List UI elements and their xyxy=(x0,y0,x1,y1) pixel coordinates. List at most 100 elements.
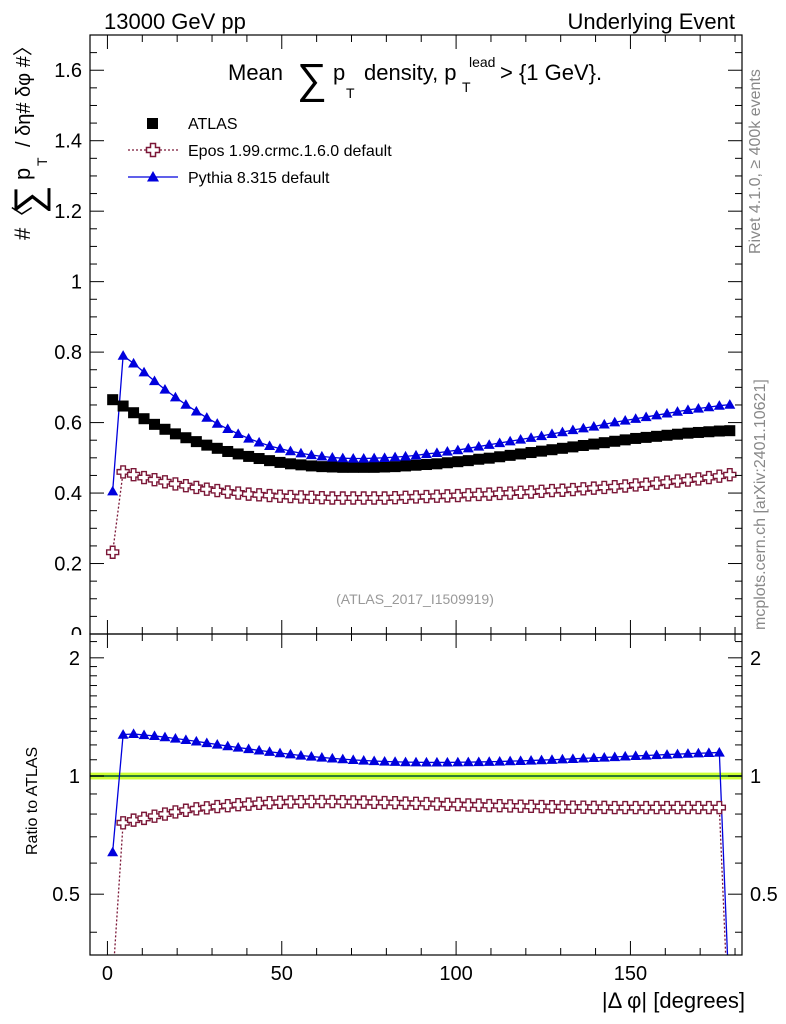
ratio-epos-point xyxy=(492,799,507,813)
ratio-epos-point xyxy=(712,800,727,815)
ratio-pythia-point xyxy=(640,749,652,760)
epos-point xyxy=(608,480,622,494)
epos-point xyxy=(179,478,193,493)
atlas-point xyxy=(169,428,181,440)
ratio-pythia-point xyxy=(347,754,359,765)
main-ytick-label: 1.4 xyxy=(54,131,82,153)
atlas-point xyxy=(651,430,663,442)
pythia-point xyxy=(368,452,380,463)
pythia-point xyxy=(211,418,223,428)
ratio-pythia-point xyxy=(473,756,485,767)
ratio-pythia-point xyxy=(138,729,150,740)
main-ytick-label: 1.2 xyxy=(54,201,82,223)
ylabel-p: p xyxy=(10,168,35,180)
pythia-point xyxy=(358,453,370,463)
title-sub-t2: T xyxy=(462,79,471,95)
pythia-point xyxy=(504,435,516,446)
epos-point xyxy=(513,485,528,500)
ratio-pythia-point xyxy=(462,756,474,767)
ratio-epos-point xyxy=(210,799,224,814)
pythia-point xyxy=(117,350,129,360)
ratio-epos-point xyxy=(294,795,308,809)
epos-point xyxy=(587,481,601,495)
atlas-point xyxy=(713,425,725,437)
atlas-point xyxy=(630,432,642,444)
pythia-point xyxy=(713,400,725,410)
ratio-pythia-point xyxy=(546,754,558,764)
ratio-epos-point xyxy=(576,800,591,814)
pythia-point xyxy=(379,452,391,462)
mcplots-source-text: mcplots.cern.ch [arXiv:2401.10621] xyxy=(752,379,769,630)
ratio-epos-point xyxy=(419,796,434,811)
pythia-point xyxy=(515,434,527,444)
atlas-point xyxy=(682,427,694,439)
ratio-epos-point xyxy=(200,801,214,815)
ratio-epos-point xyxy=(367,795,381,810)
atlas-point xyxy=(243,450,255,462)
ratio-epos-point xyxy=(168,805,183,819)
ratio-pythia-point xyxy=(326,752,338,763)
epos-point xyxy=(440,489,455,503)
pythia-point xyxy=(619,414,631,425)
atlas-point xyxy=(358,461,370,473)
epos-point xyxy=(451,488,465,503)
atlas-point xyxy=(556,442,568,454)
atlas-point xyxy=(703,426,715,438)
atlas-point xyxy=(159,423,171,435)
xtick-label: 50 xyxy=(271,963,293,985)
epos-point xyxy=(377,491,392,505)
epos-point xyxy=(691,472,706,486)
pythia-point xyxy=(452,444,464,455)
legend-pythia-label: Pythia 8.315 default xyxy=(188,170,330,187)
pythia-point xyxy=(609,416,621,427)
ratio-epos-point xyxy=(555,800,570,814)
ratio-epos-point xyxy=(273,795,287,810)
ratio-pythia-point xyxy=(180,734,192,745)
epos-point xyxy=(712,469,727,483)
ratio-epos-point xyxy=(409,796,423,811)
epos-point xyxy=(367,491,381,505)
atlas-point xyxy=(201,439,213,451)
epos-point xyxy=(325,491,340,505)
atlas-point xyxy=(462,455,474,467)
pythia-point xyxy=(692,402,704,413)
ratio-pythia-point xyxy=(609,751,621,762)
atlas-point xyxy=(389,461,401,473)
epos-point xyxy=(158,475,172,489)
epos-point xyxy=(524,485,538,499)
epos-point xyxy=(357,491,371,505)
epos-point xyxy=(649,476,664,490)
atlas-point xyxy=(316,461,328,473)
pythia-point xyxy=(180,399,192,409)
axes: 0.20.40.60.811.21.41.60.5 0.51 12 20 50 100 15… xyxy=(52,34,778,985)
epos-point xyxy=(503,486,517,500)
atlas-point xyxy=(211,442,223,454)
ratio-pythia-point xyxy=(274,747,286,758)
ratio-ytick-label: 2 xyxy=(69,648,80,670)
atlas-point xyxy=(264,455,276,467)
atlas-point xyxy=(368,461,380,473)
analysis-watermark: (ATLAS_2017_I1509919) xyxy=(336,591,494,607)
ratio-epos-point xyxy=(304,794,319,809)
title-sub-t: T xyxy=(346,85,355,101)
ratio-pythia-point xyxy=(264,746,276,756)
pythia-point xyxy=(546,428,558,438)
ylabel-sub-t: T xyxy=(34,157,50,166)
ratio-ytick-label-right: 2 xyxy=(750,648,761,670)
epos-point xyxy=(576,482,591,496)
ratio-pythia-point xyxy=(441,756,453,767)
epos-point xyxy=(262,488,277,503)
ratio-y-label: Ratio to ATLAS xyxy=(24,747,41,855)
ratio-epos-point xyxy=(221,799,235,813)
title-sum-symbol: ∑ xyxy=(297,55,327,102)
atlas-point xyxy=(441,457,453,469)
ratio-pythia-point xyxy=(420,756,432,767)
pythia-point xyxy=(264,440,276,450)
ratio-epos-point xyxy=(388,796,402,810)
epos-point xyxy=(555,483,570,497)
atlas-point xyxy=(567,441,579,453)
epos-point xyxy=(628,478,643,492)
ratio-epos-point xyxy=(357,795,371,809)
atlas-point xyxy=(598,437,610,449)
atlas-point xyxy=(536,445,548,457)
